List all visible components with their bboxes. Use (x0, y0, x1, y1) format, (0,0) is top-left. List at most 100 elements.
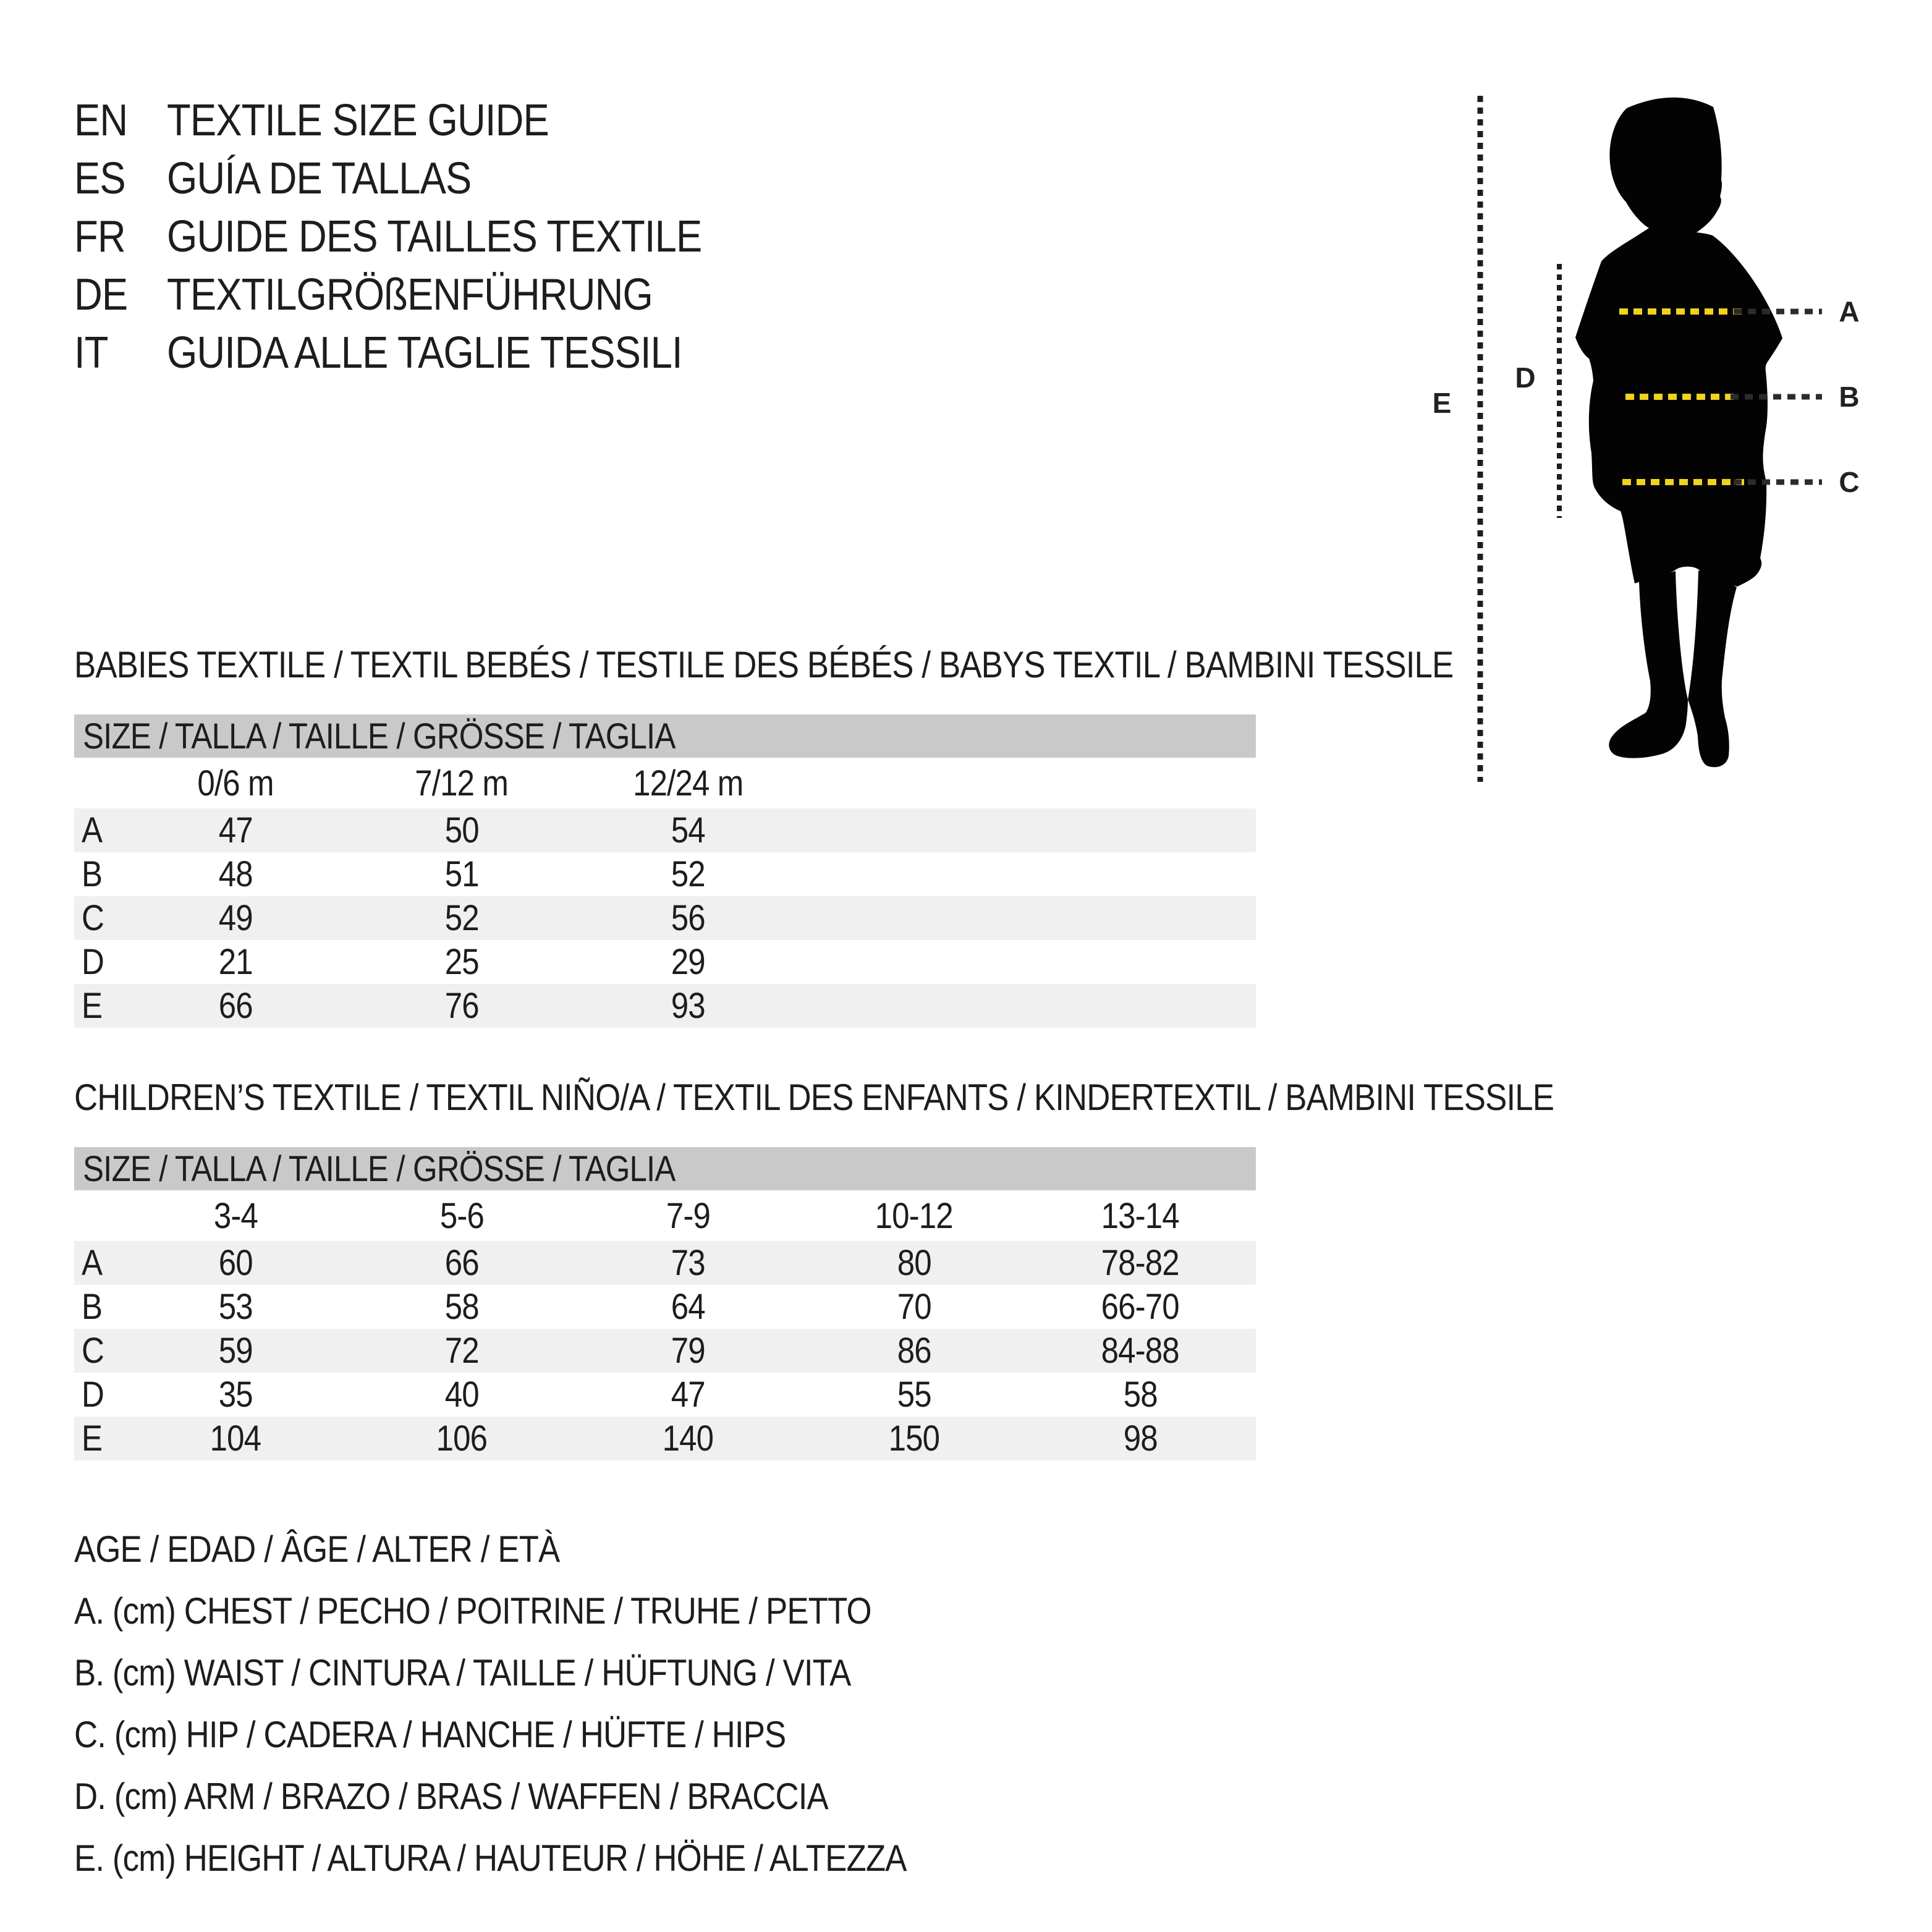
cell-value: 47 (218, 810, 253, 850)
cell-value: 84-88 (1101, 1331, 1180, 1371)
lang-code-it: IT (74, 328, 108, 378)
table-row-children-e: E 104 106 140 150 98 (74, 1417, 1256, 1460)
children-size-header-label: SIZE / TALLA / TAILLE / GRÖSSE / TAGLIA (83, 1148, 676, 1189)
height-label-e: E (1433, 387, 1452, 419)
cell-value: 66-70 (1101, 1287, 1180, 1327)
legend-arm: D. (cm) ARM / BRAZO / BRAS / WAFFEN / BR… (74, 1775, 829, 1817)
babies-col-12-24m: 12/24 m (632, 763, 744, 803)
children-col-5-6: 5-6 (439, 1195, 484, 1236)
row-label: B (82, 854, 103, 894)
arm-label-d: D (1515, 362, 1535, 394)
cell-value: 66 (444, 1243, 479, 1283)
lang-title-de: TEXTILGRÖßENFÜHRUNG (167, 270, 653, 320)
cell-value: 54 (671, 810, 705, 850)
lang-code-de: DE (74, 270, 128, 320)
legend-hip: C. (cm) HIP / CADERA / HANCHE / HÜFTE / … (74, 1713, 786, 1755)
children-col-3-4: 3-4 (213, 1195, 258, 1236)
cell-value: 104 (210, 1418, 261, 1459)
measurement-diagram: A B C D E (1433, 96, 1860, 782)
cell-value: 78-82 (1101, 1243, 1180, 1283)
cell-value: 59 (218, 1331, 253, 1371)
waist-label-b: B (1839, 381, 1859, 413)
children-section-title: CHILDREN’S TEXTILE / TEXTIL NIÑO/A / TEX… (74, 1077, 1554, 1118)
children-size-table: SIZE / TALLA / TAILLE / GRÖSSE / TAGLIA … (74, 1147, 1256, 1460)
cell-value: 49 (218, 898, 253, 938)
lang-row-fr: FR GUIDE DES TAILLES TEXTILE (74, 208, 774, 266)
cell-value: 50 (444, 810, 479, 850)
lang-code-en: EN (74, 96, 128, 145)
babies-column-headers: 0/6 m 7/12 m 12/24 m (74, 758, 1256, 808)
cell-value: 79 (671, 1331, 705, 1371)
lang-row-de: DE TEXTILGRÖßENFÜHRUNG (74, 266, 774, 324)
legend-age: AGE / EDAD / ÂGE / ALTER / ETÀ (74, 1528, 560, 1570)
chest-label-a: A (1839, 295, 1859, 328)
lang-row-es: ES GUÍA DE TALLAS (74, 150, 774, 208)
children-column-headers: 3-4 5-6 7-9 10-12 13-14 (74, 1190, 1256, 1241)
cell-value: 64 (671, 1287, 705, 1327)
cell-value: 140 (662, 1418, 714, 1459)
children-size-header-bar: SIZE / TALLA / TAILLE / GRÖSSE / TAGLIA (74, 1147, 1256, 1190)
cell-value: 70 (897, 1287, 931, 1327)
child-silhouette (1575, 97, 1782, 768)
lang-title-fr: GUIDE DES TAILLES TEXTILE (167, 212, 702, 261)
cell-value: 53 (218, 1287, 253, 1327)
row-label: D (82, 1375, 104, 1415)
silhouette-left-leg (1609, 571, 1688, 758)
cell-value: 52 (444, 898, 479, 938)
babies-col-7-12m: 7/12 m (415, 763, 509, 803)
language-list: EN TEXTILE SIZE GUIDE ES GUÍA DE TALLAS … (74, 91, 774, 382)
cell-value: 35 (218, 1375, 253, 1415)
row-label: C (82, 898, 104, 938)
row-label: A (82, 1243, 103, 1283)
cell-value: 150 (888, 1418, 940, 1459)
babies-size-header-label: SIZE / TALLA / TAILLE / GRÖSSE / TAGLIA (83, 716, 676, 756)
row-label: D (82, 942, 104, 982)
cell-value: 55 (897, 1375, 931, 1415)
table-row-babies-a: A 47 50 54 (74, 808, 1256, 852)
children-col-10-12: 10-12 (875, 1195, 954, 1236)
row-label: A (82, 810, 103, 850)
babies-size-table: SIZE / TALLA / TAILLE / GRÖSSE / TAGLIA … (74, 714, 1256, 1028)
cell-value: 29 (671, 942, 705, 982)
cell-value: 106 (436, 1418, 488, 1459)
lang-code-es: ES (74, 154, 126, 203)
lang-row-en: EN TEXTILE SIZE GUIDE (74, 91, 774, 150)
legend-waist: B. (cm) WAIST / CINTURA / TAILLE / HÜFTU… (74, 1651, 851, 1693)
cell-value: 25 (444, 942, 479, 982)
table-row-babies-d: D 21 25 29 (74, 940, 1256, 984)
babies-col-0-6m: 0/6 m (197, 763, 274, 803)
cell-value: 47 (671, 1375, 705, 1415)
row-label: B (82, 1287, 103, 1327)
cell-value: 40 (444, 1375, 479, 1415)
cell-value: 51 (444, 854, 479, 894)
cell-value: 98 (1123, 1418, 1158, 1459)
table-row-children-c: C 59 72 79 86 84-88 (74, 1329, 1256, 1373)
lang-title-it: GUIDA ALLE TAGLIE TESSILI (167, 328, 683, 378)
lang-title-es: GUÍA DE TALLAS (167, 154, 472, 203)
legend-chest: A. (cm) CHEST / PECHO / POITRINE / TRUHE… (74, 1590, 872, 1632)
legend-height: E. (cm) HEIGHT / ALTURA / HAUTEUR / HÖHE… (74, 1837, 907, 1879)
cell-value: 66 (218, 986, 253, 1026)
table-row-children-d: D 35 40 47 55 58 (74, 1373, 1256, 1417)
cell-value: 80 (897, 1243, 931, 1283)
table-row-babies-c: C 49 52 56 (74, 896, 1256, 940)
cell-value: 52 (671, 854, 705, 894)
cell-value: 93 (671, 986, 705, 1026)
cell-value: 86 (897, 1331, 931, 1371)
cell-value: 58 (444, 1287, 479, 1327)
cell-value: 56 (671, 898, 705, 938)
cell-value: 58 (1123, 1375, 1158, 1415)
row-label: C (82, 1331, 104, 1371)
children-col-13-14: 13-14 (1101, 1195, 1180, 1236)
cell-value: 72 (444, 1331, 479, 1371)
cell-value: 48 (218, 854, 253, 894)
babies-size-header-bar: SIZE / TALLA / TAILLE / GRÖSSE / TAGLIA (74, 714, 1256, 758)
lang-code-fr: FR (74, 212, 126, 261)
table-row-babies-b: B 48 51 52 (74, 852, 1256, 896)
row-label: E (82, 1418, 103, 1459)
cell-value: 73 (671, 1243, 705, 1283)
cell-value: 21 (218, 942, 253, 982)
lang-row-it: IT GUIDA ALLE TAGLIE TESSILI (74, 324, 774, 382)
silhouette-right-leg (1688, 570, 1737, 768)
babies-section-title: BABIES TEXTILE / TEXTIL BEBÉS / TESTILE … (74, 644, 1454, 685)
